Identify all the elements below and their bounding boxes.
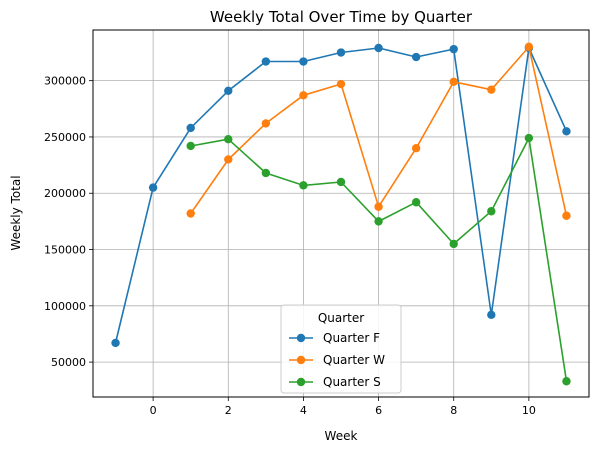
data-point	[224, 86, 233, 95]
data-point	[336, 48, 346, 57]
data-point	[336, 177, 346, 187]
data-point	[562, 377, 571, 386]
data-point	[186, 141, 195, 151]
data-point	[224, 155, 233, 164]
data-point	[374, 217, 383, 226]
legend-label: Quarter W	[323, 353, 385, 367]
data-point	[487, 207, 496, 216]
y-axis-ticks: 50000 100000 150000 200000 250000 300000	[44, 75, 93, 369]
y-tick-label: 150000	[44, 244, 86, 257]
x-tick-label: 10	[522, 404, 536, 417]
data-point	[224, 134, 233, 144]
x-tick-label: 4	[300, 404, 307, 417]
data-point	[449, 77, 458, 86]
plot-area-frame	[92, 29, 590, 398]
y-tick-label: 300000	[44, 75, 86, 88]
data-point	[562, 127, 571, 136]
data-point	[186, 209, 195, 218]
data-point	[336, 79, 346, 89]
legend-title: Quarter	[318, 311, 364, 325]
series-lines	[111, 42, 571, 386]
data-point	[487, 310, 496, 320]
legend-marker	[296, 355, 306, 365]
y-tick-label: 200000	[44, 187, 86, 200]
y-tick-label: 100000	[44, 300, 86, 313]
legend: Quarter Quarter F Quarter W Quarter S	[280, 304, 402, 394]
data-point	[524, 133, 534, 143]
data-point	[449, 44, 458, 54]
data-point	[411, 52, 421, 62]
y-tick-label: 250000	[44, 131, 86, 144]
data-point	[299, 181, 308, 190]
legend-items: Quarter F Quarter W Quarter S	[289, 331, 385, 389]
data-point	[186, 123, 195, 133]
legend-marker	[296, 333, 306, 343]
legend-label: Quarter S	[323, 375, 381, 389]
data-point	[148, 183, 158, 192]
data-point	[411, 198, 421, 207]
data-point	[261, 57, 271, 66]
x-axis-label: Week	[325, 429, 358, 443]
data-point	[374, 43, 383, 53]
x-tick-label: 2	[225, 404, 232, 417]
data-point	[449, 239, 458, 249]
y-axis-label: Weekly Total	[9, 175, 23, 250]
legend-marker	[296, 377, 306, 387]
x-axis-ticks: 0 2 4 6 8 10	[150, 397, 536, 417]
legend-box	[280, 304, 402, 394]
x-tick-label: 8	[450, 404, 457, 417]
data-point	[111, 338, 120, 348]
data-point	[411, 144, 421, 153]
data-point	[261, 168, 271, 178]
chart-title: Weekly Total Over Time by Quarter	[210, 8, 473, 26]
data-point	[299, 57, 308, 66]
y-tick-label: 50000	[51, 356, 86, 369]
x-tick-label: 0	[150, 404, 157, 417]
data-point	[261, 119, 271, 128]
data-point	[524, 42, 534, 52]
x-tick-label: 6	[375, 404, 382, 417]
data-point	[374, 202, 383, 211]
data-point	[299, 91, 308, 100]
data-point	[562, 211, 571, 220]
legend-label: Quarter F	[323, 331, 380, 345]
data-point	[487, 85, 496, 94]
